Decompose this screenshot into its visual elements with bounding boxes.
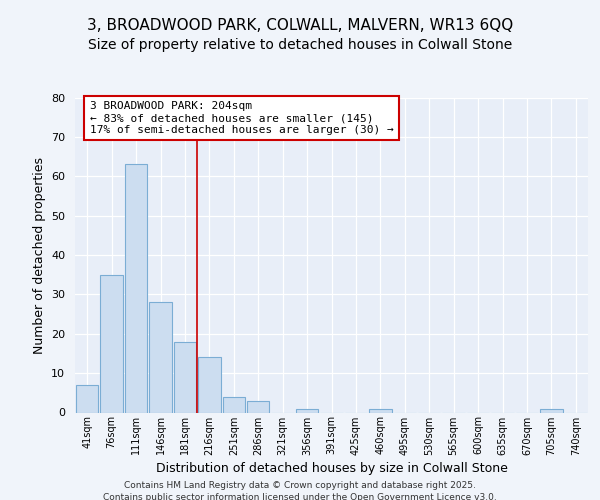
Bar [125,164,148,412]
Bar [173,342,196,412]
Bar [540,408,563,412]
Text: Contains HM Land Registry data © Crown copyright and database right 2025.
Contai: Contains HM Land Registry data © Crown c… [103,481,497,500]
Text: 3, BROADWOOD PARK, COLWALL, MALVERN, WR13 6QQ: 3, BROADWOOD PARK, COLWALL, MALVERN, WR1… [87,18,513,32]
Bar [149,302,172,412]
Bar [247,400,269,412]
Bar [296,408,319,412]
Bar [369,408,392,412]
Bar [76,385,98,412]
Bar [100,274,123,412]
Bar [223,397,245,412]
X-axis label: Distribution of detached houses by size in Colwall Stone: Distribution of detached houses by size … [155,462,508,474]
Text: 3 BROADWOOD PARK: 204sqm
← 83% of detached houses are smaller (145)
17% of semi-: 3 BROADWOOD PARK: 204sqm ← 83% of detach… [89,102,394,134]
Text: Size of property relative to detached houses in Colwall Stone: Size of property relative to detached ho… [88,38,512,52]
Y-axis label: Number of detached properties: Number of detached properties [32,156,46,354]
Bar [198,358,221,412]
